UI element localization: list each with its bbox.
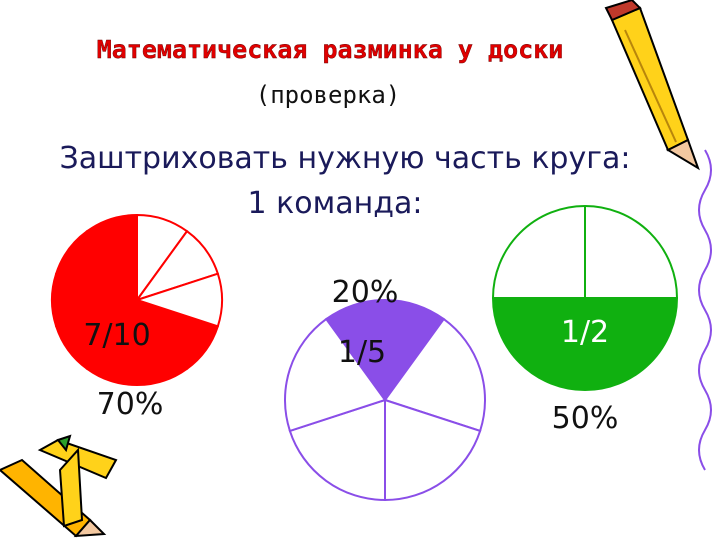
shaded-sector	[324, 299, 446, 402]
fraction-label: 1/2	[561, 315, 609, 350]
team: 1 команда:	[248, 186, 423, 221]
shaded-sector	[491, 297, 679, 391]
sector	[384, 398, 482, 502]
percent-label: 50%	[552, 401, 619, 436]
sector	[383, 317, 486, 433]
sector	[288, 398, 386, 502]
task: Заштриховать нужную часть круга:	[60, 141, 631, 176]
sector	[284, 317, 387, 433]
pencils-decoration	[0, 434, 118, 538]
pencil-decoration	[604, 0, 700, 171]
percent-label: 70%	[97, 387, 164, 422]
fraction-label: 7/10	[83, 318, 150, 353]
percent-label: 20%	[332, 275, 399, 310]
fraction-label: 1/5	[338, 335, 386, 370]
subtitle: (проверка)	[256, 81, 401, 109]
sector	[133, 272, 223, 328]
title: Математическая разминка у доски	[97, 35, 564, 64]
border-decoration	[698, 149, 712, 471]
